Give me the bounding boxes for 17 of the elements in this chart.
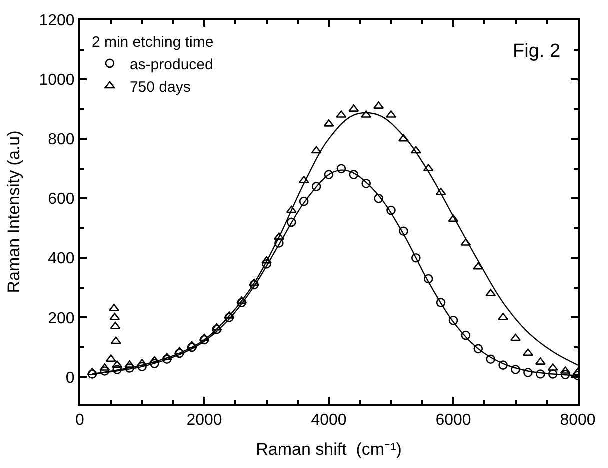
y-tick-label: 1000 [39,72,75,90]
x-tick-label: 6000 [436,412,472,430]
y-axis-title: Raman Intensity (a.u) [4,130,24,294]
y-tick-label: 400 [48,250,75,268]
legend-label: 750 days [130,78,191,96]
x-tick-label: 4000 [311,412,347,430]
legend-title: 2 min etching time [92,34,214,52]
annotation: Fig. 2 [513,41,561,62]
x-tick-label: 2000 [186,412,222,430]
y-tick-label: 0 [66,370,75,387]
x-tick-label: 8000 [560,412,596,430]
y-tick-label: 1200 [39,12,75,30]
y-tick-label: 800 [48,132,75,149]
y-tick-label: 200 [48,310,75,328]
y-tick-label: 600 [48,191,75,208]
legend-label: as-produced [130,56,214,74]
x-axis-title: Raman shift (cm⁻¹) [256,440,402,460]
